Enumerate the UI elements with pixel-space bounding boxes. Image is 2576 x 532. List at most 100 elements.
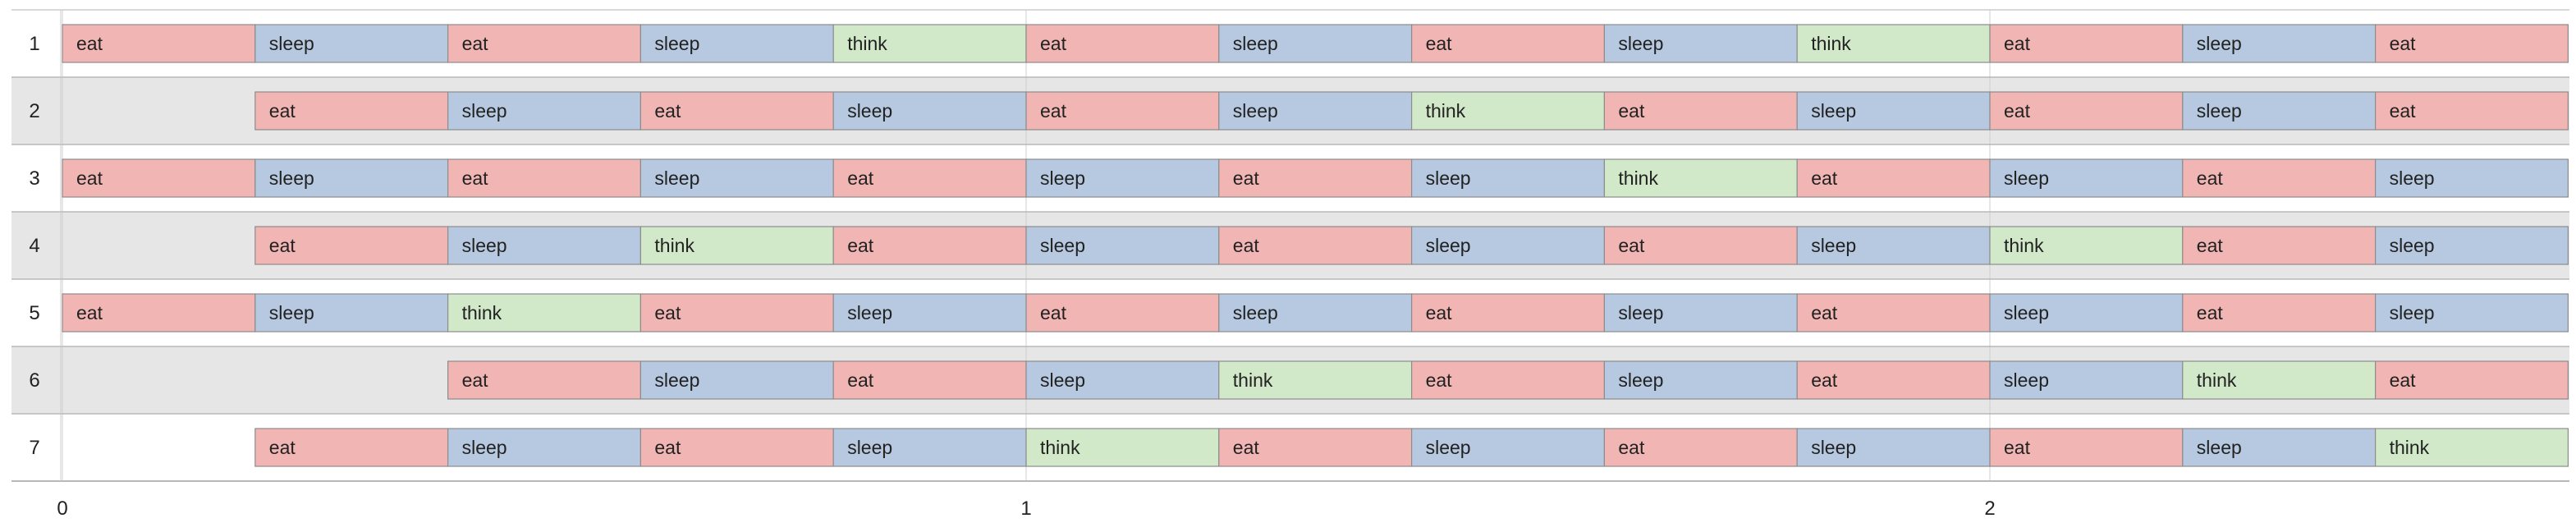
task-label: sleep — [2197, 33, 2242, 54]
task-bar-sleep — [1410, 158, 1605, 198]
task-bar-sleep — [1218, 293, 1413, 332]
task-label: eat — [1426, 369, 1453, 391]
task-label: sleep — [1811, 100, 1856, 122]
task-bar-eat — [447, 158, 641, 198]
task-bar-eat — [1410, 293, 1605, 332]
task-bar-eat — [1218, 428, 1413, 467]
row-label: 2 — [29, 100, 39, 122]
task-bar-eat — [1025, 24, 1220, 63]
task-bar-sleep — [1025, 158, 1220, 198]
task-bar-eat — [2375, 24, 2569, 63]
task-label: sleep — [462, 100, 507, 122]
task-bar-eat — [832, 158, 1027, 198]
task-label: sleep — [654, 369, 699, 391]
task-bar-eat — [639, 293, 834, 332]
task-label: sleep — [2197, 100, 2242, 122]
task-label: sleep — [1426, 437, 1471, 458]
task-bar-think — [1218, 360, 1413, 400]
task-label: eat — [1233, 167, 1260, 189]
task-label: eat — [462, 369, 489, 391]
row-label: 5 — [29, 302, 39, 324]
task-label: eat — [1040, 302, 1067, 323]
task-label: think — [1040, 437, 1080, 458]
task-bar-sleep — [1025, 226, 1220, 265]
task-label: sleep — [654, 167, 699, 189]
task-label: think — [2197, 369, 2237, 391]
task-bar-eat — [1796, 293, 1991, 332]
task-bar-sleep — [1218, 91, 1413, 131]
task-bar-think — [447, 293, 641, 332]
task-label: eat — [2004, 437, 2031, 458]
task-label: eat — [1618, 100, 1645, 122]
task-label: sleep — [1233, 302, 1278, 323]
task-label: eat — [654, 302, 681, 323]
task-bar-sleep — [639, 360, 834, 400]
task-bar-eat — [254, 226, 449, 265]
x-tick-label: 0 — [57, 498, 67, 520]
task-bar-sleep — [1603, 293, 1798, 332]
task-label: sleep — [1811, 437, 1856, 458]
task-label: sleep — [1040, 369, 1085, 391]
task-bar-eat — [1025, 293, 1220, 332]
task-bar-eat — [2182, 226, 2377, 265]
task-label: eat — [462, 33, 489, 54]
task-label: think — [654, 235, 694, 256]
task-bar-eat — [62, 158, 256, 198]
task-bar-sleep — [832, 293, 1027, 332]
task-label: eat — [1811, 369, 1838, 391]
task-bar-think — [2375, 428, 2569, 467]
task-bar-sleep — [447, 91, 641, 131]
task-label: eat — [2390, 369, 2417, 391]
task-label: sleep — [654, 33, 699, 54]
task-label: think — [1618, 167, 1658, 189]
task-bar-think — [1410, 91, 1605, 131]
task-label: sleep — [1811, 235, 1856, 256]
task-label: sleep — [1040, 235, 1085, 256]
task-bar-think — [832, 24, 1027, 63]
task-label: sleep — [1426, 167, 1471, 189]
task-label: sleep — [462, 235, 507, 256]
task-bar-sleep — [1989, 360, 2184, 400]
task-label: eat — [76, 33, 103, 54]
task-label: sleep — [2197, 437, 2242, 458]
task-label: eat — [2004, 33, 2031, 54]
task-bar-sleep — [1989, 158, 2184, 198]
task-label: sleep — [2004, 302, 2049, 323]
task-label: sleep — [1618, 33, 1663, 54]
task-bar-sleep — [447, 226, 641, 265]
task-label: eat — [2197, 235, 2224, 256]
task-label: eat — [269, 437, 296, 458]
task-bar-sleep — [639, 158, 834, 198]
task-bar-eat — [1989, 24, 2184, 63]
task-bar-sleep — [2375, 226, 2569, 265]
task-bar-think — [639, 226, 834, 265]
task-label: sleep — [462, 437, 507, 458]
x-tick-label: 1 — [1020, 498, 1031, 520]
task-bar-sleep — [254, 158, 449, 198]
task-label: eat — [654, 100, 681, 122]
task-bar-eat — [1025, 91, 1220, 131]
row-label: 3 — [29, 167, 39, 190]
task-label: sleep — [1233, 100, 1278, 122]
task-label: sleep — [269, 302, 314, 323]
task-bar-eat — [254, 428, 449, 467]
task-bar-sleep — [1218, 24, 1413, 63]
task-label: think — [847, 33, 887, 54]
task-bar-sleep — [832, 428, 1027, 467]
task-bar-sleep — [2375, 293, 2569, 332]
task-label: sleep — [2390, 235, 2435, 256]
task-bar-eat — [639, 428, 834, 467]
task-bar-eat — [2375, 360, 2569, 400]
task-label: eat — [1233, 235, 1260, 256]
task-label: sleep — [1426, 235, 1471, 256]
task-bar-eat — [1218, 226, 1413, 265]
task-label: think — [462, 302, 502, 323]
task-label: eat — [847, 369, 874, 391]
row-label: 6 — [29, 369, 39, 392]
task-bar-eat — [447, 24, 641, 63]
task-bar-eat — [1603, 428, 1798, 467]
task-bar-eat — [2182, 293, 2377, 332]
task-bar-think — [1025, 428, 1220, 467]
task-bar-eat — [2182, 158, 2377, 198]
task-bar-eat — [1410, 24, 1605, 63]
